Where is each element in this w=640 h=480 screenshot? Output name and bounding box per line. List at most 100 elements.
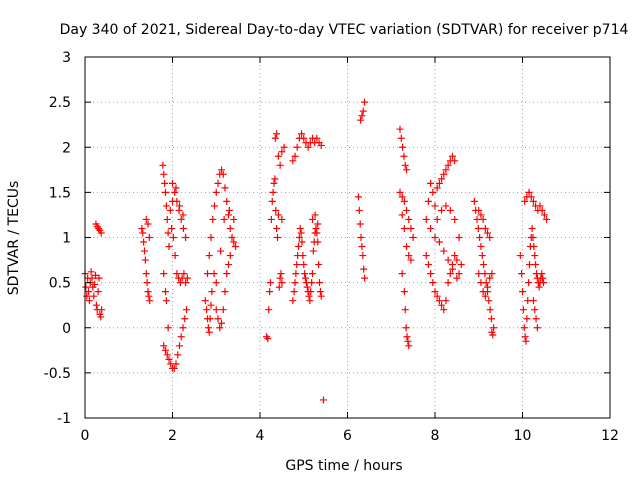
data-point [230, 215, 238, 223]
data-point [440, 306, 448, 314]
data-point [529, 234, 537, 241]
data-point [223, 270, 231, 278]
data-point [485, 297, 493, 305]
data-point [444, 279, 452, 287]
data-point [272, 206, 280, 214]
data-point [457, 261, 465, 269]
data-point [475, 270, 483, 278]
data-point [400, 224, 408, 232]
data-point [304, 143, 312, 151]
data-point [481, 270, 489, 278]
data-point [273, 130, 281, 138]
data-point [221, 288, 229, 296]
data-point [484, 229, 491, 237]
data-point [424, 197, 432, 205]
data-point [521, 197, 529, 205]
y-tick-label: -1 [57, 411, 71, 427]
data-point [90, 292, 98, 300]
data-point [527, 193, 535, 201]
data-point [276, 274, 284, 282]
data-point [431, 234, 439, 241]
data-point [212, 306, 220, 314]
data-point [440, 170, 448, 178]
y-tick-labels: -1 -0.5 0 0.5 1 1.5 2 2.5 3 [44, 50, 71, 427]
data-point [162, 188, 169, 196]
data-point [536, 202, 544, 210]
data-point [538, 270, 546, 278]
data-point [480, 261, 488, 269]
data-point [361, 274, 369, 282]
data-point [230, 238, 238, 246]
x-axis-label: GPS time / hours [285, 458, 402, 474]
data-point [477, 211, 485, 219]
data-point [164, 324, 172, 332]
data-point [268, 197, 276, 205]
data-point [521, 333, 529, 341]
data-point [538, 206, 546, 214]
data-point [289, 297, 297, 305]
data-point [438, 301, 446, 309]
data-point [407, 224, 415, 232]
data-point [311, 211, 319, 219]
data-point [522, 337, 530, 345]
data-point [396, 125, 404, 133]
data-point [177, 333, 185, 341]
y-tick-label: 3 [62, 50, 71, 66]
data-point [225, 261, 232, 269]
data-point [525, 188, 533, 196]
x-tick-label: 8 [431, 428, 440, 444]
data-point [540, 279, 547, 287]
data-point [162, 297, 170, 305]
data-point [219, 170, 227, 178]
data-point [488, 270, 496, 278]
data-point [400, 288, 408, 296]
data-point [354, 193, 362, 201]
data-point [297, 229, 305, 237]
data-point [398, 211, 406, 219]
data-point [177, 215, 185, 223]
data-point [266, 288, 274, 296]
data-point [487, 315, 495, 323]
data-point [433, 292, 441, 300]
y-tick-label: 0.5 [49, 276, 71, 292]
data-point [160, 270, 168, 278]
data-point [146, 297, 154, 305]
data-point [520, 324, 528, 332]
data-point [145, 234, 153, 241]
data-point [403, 206, 411, 214]
data-point [313, 229, 321, 237]
data-point [529, 297, 537, 305]
data-point [361, 98, 369, 106]
data-point [182, 234, 190, 241]
data-point [298, 130, 306, 138]
data-point [278, 148, 286, 156]
data-point [203, 306, 211, 314]
data-point [302, 274, 309, 282]
data-point [179, 224, 187, 232]
data-point [208, 288, 216, 296]
data-point [212, 188, 220, 196]
data-point [481, 292, 489, 300]
data-point [138, 224, 146, 232]
data-point [427, 224, 435, 232]
data-point [226, 252, 234, 260]
data-point [518, 270, 526, 278]
data-point [144, 288, 152, 296]
data-point [305, 292, 313, 300]
data-point [274, 234, 281, 241]
data-point [290, 288, 298, 296]
data-point [91, 280, 99, 288]
data-point [218, 166, 225, 174]
data-point [429, 279, 437, 287]
data-point [453, 274, 461, 282]
data-point [274, 152, 282, 160]
data-point [182, 279, 190, 287]
data-point [535, 283, 543, 291]
data-point [162, 202, 170, 210]
data-point [401, 306, 409, 314]
data-point [144, 220, 152, 228]
data-point [486, 234, 494, 241]
data-point [306, 297, 314, 305]
data-point [319, 396, 327, 404]
data-point [173, 197, 181, 205]
